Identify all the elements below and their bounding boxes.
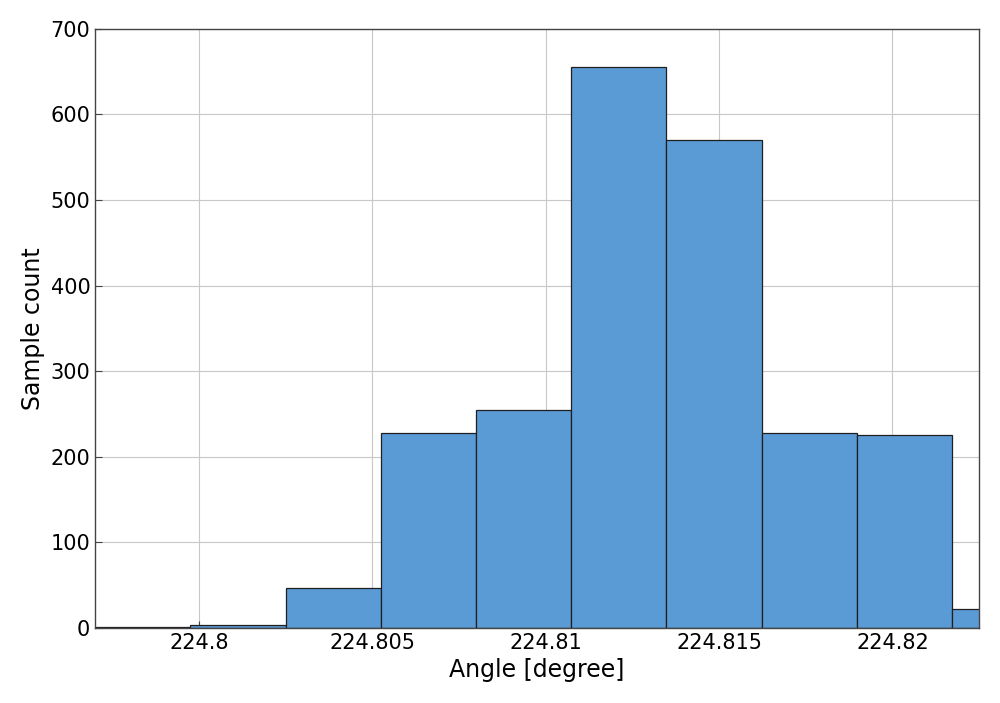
Bar [381, 432, 476, 628]
Bar [666, 140, 762, 628]
Bar [762, 432, 857, 628]
Bar [571, 67, 666, 628]
Bar [190, 625, 286, 628]
Bar [286, 588, 381, 628]
Bar [857, 435, 952, 628]
Bar [476, 410, 571, 628]
Y-axis label: Sample count: Sample count [21, 247, 45, 410]
X-axis label: Angle [degree]: Angle [degree] [449, 658, 625, 682]
Bar [952, 609, 1000, 628]
Bar [95, 627, 190, 628]
